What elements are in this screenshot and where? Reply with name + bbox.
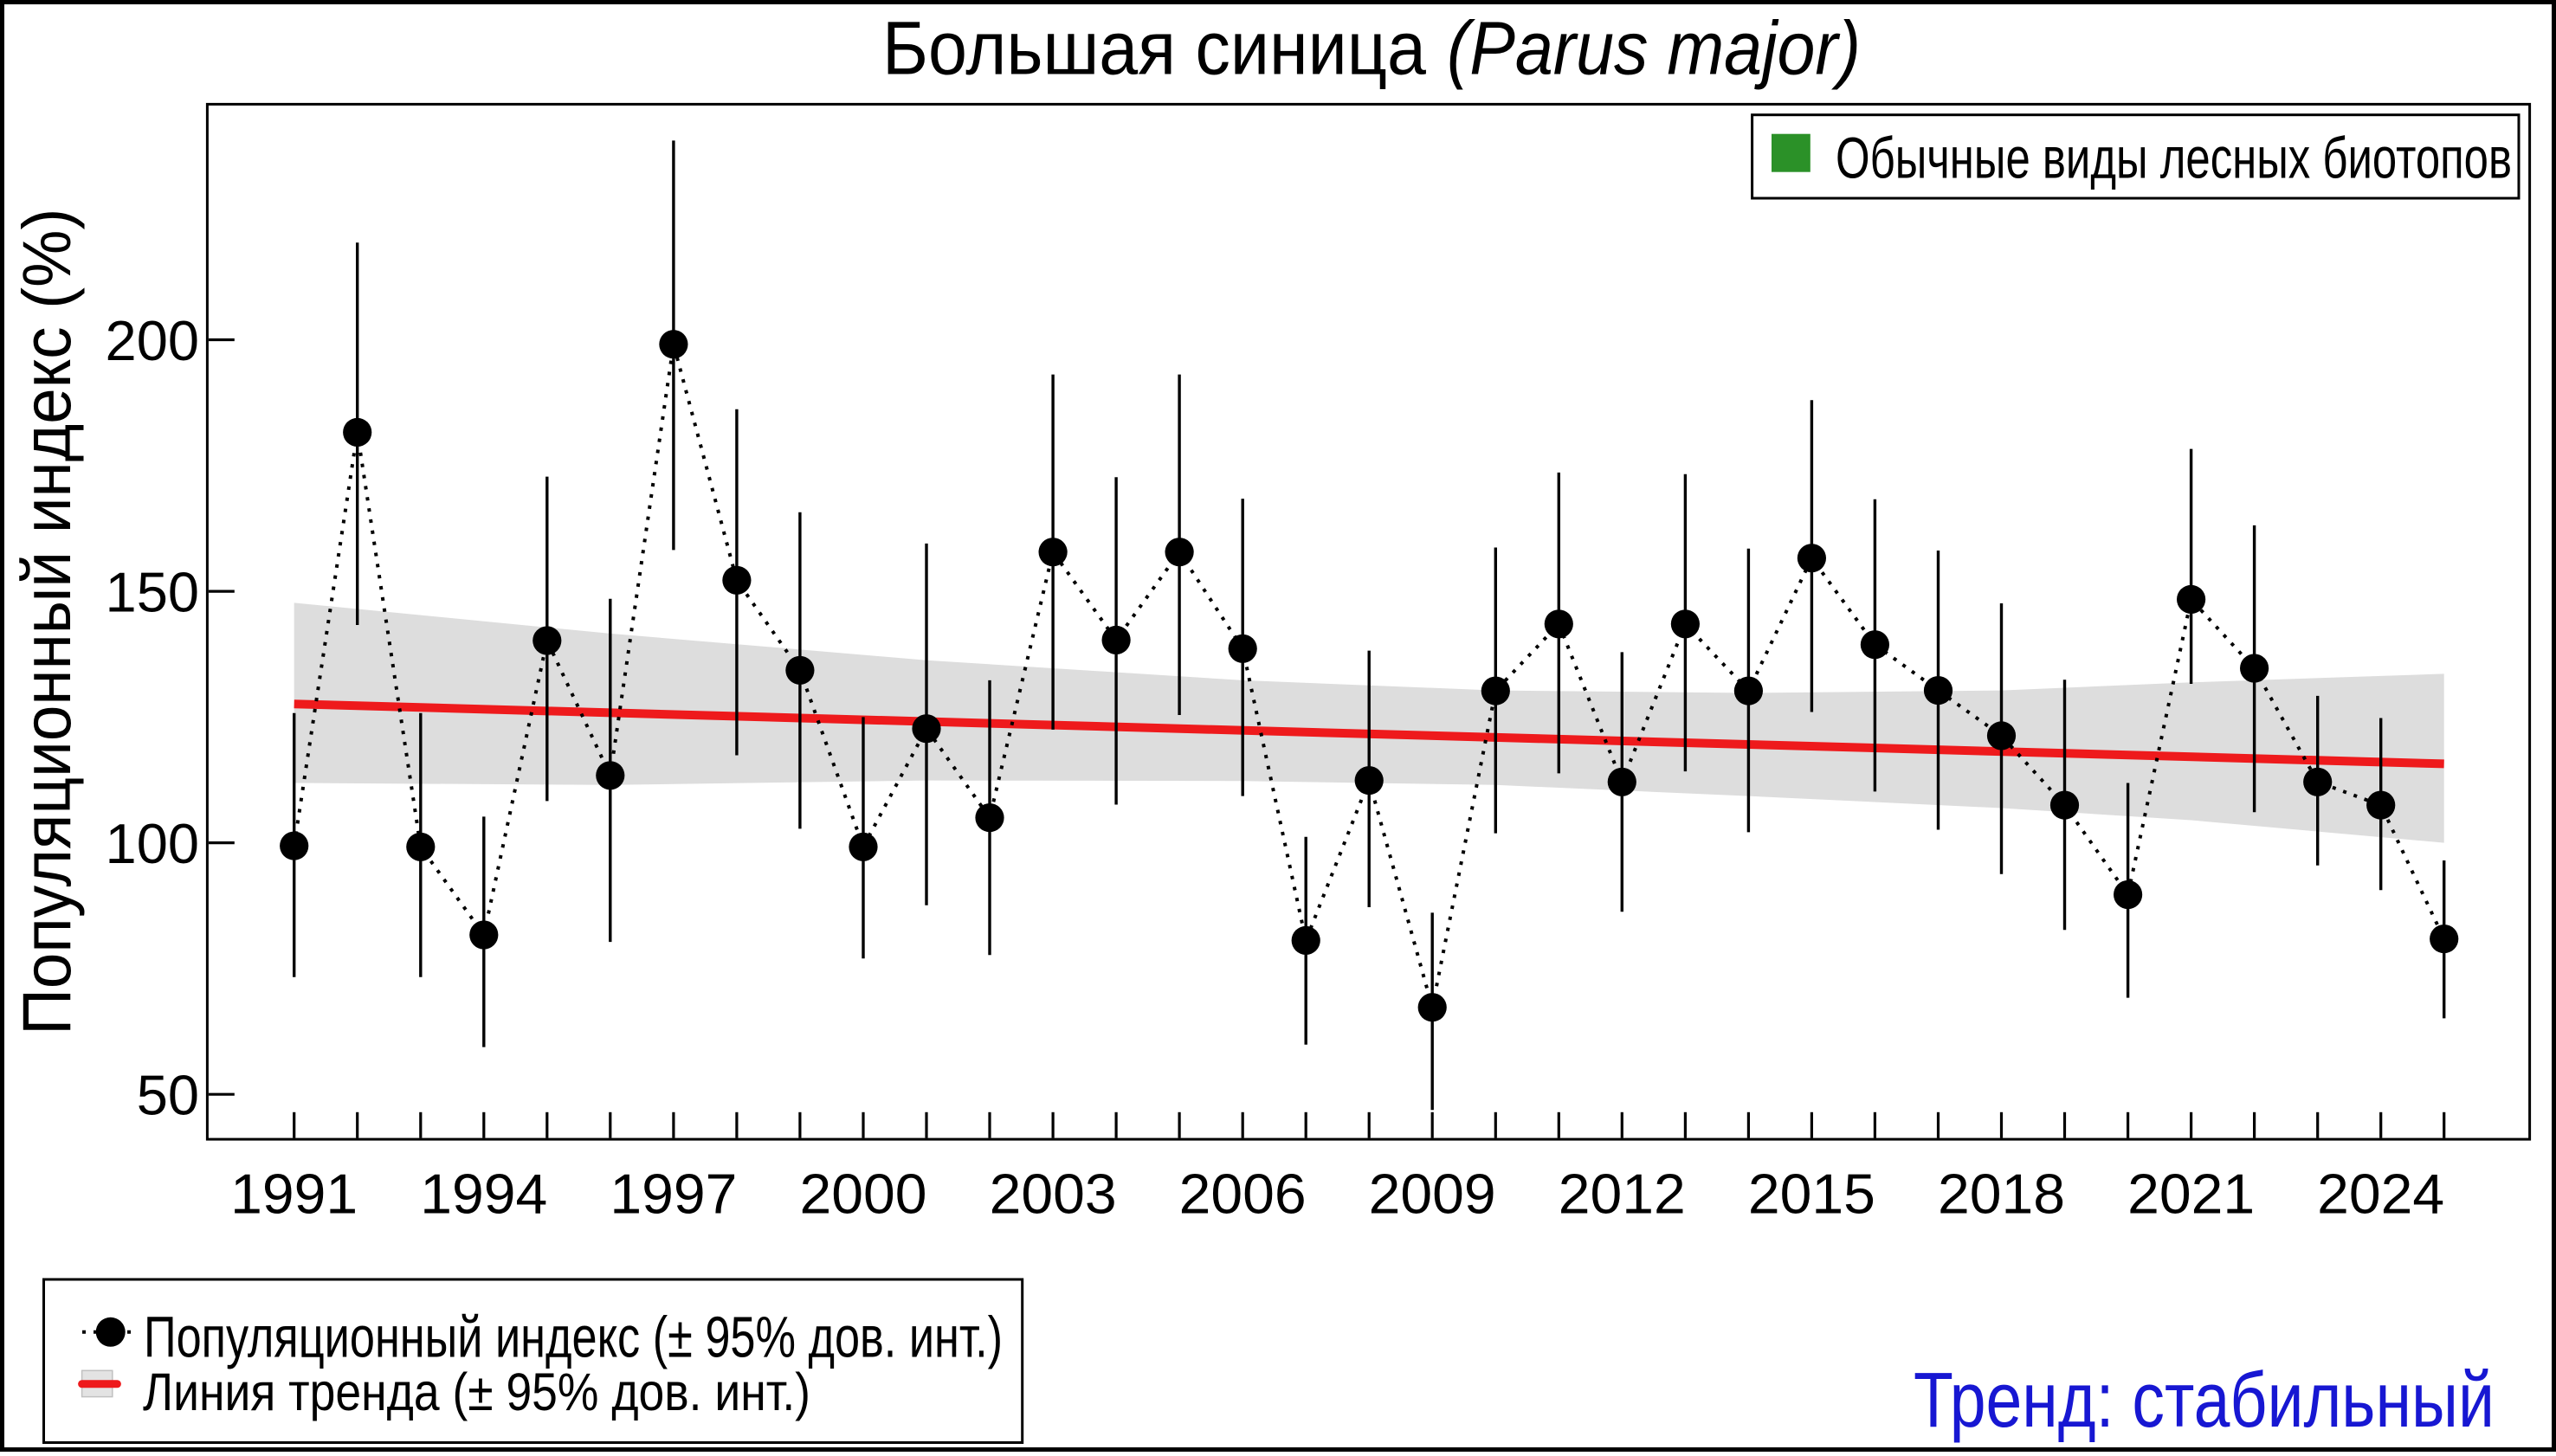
svg-text:2009: 2009 [1369,1163,1496,1226]
svg-text:Популяционный индекс (± 95% до: Популяционный индекс (± 95% дов. инт.) [144,1305,1003,1369]
svg-text:2006: 2006 [1179,1163,1307,1226]
svg-text:100: 100 [106,812,199,875]
svg-text:1994: 1994 [420,1163,547,1226]
svg-text:Большая синица: Большая синица [882,7,1427,91]
svg-text:2024: 2024 [2317,1163,2444,1226]
svg-text:50: 50 [137,1064,199,1127]
svg-text:Популяционный индекс (%): Популяционный индекс (%) [8,209,85,1035]
svg-text:2012: 2012 [1559,1163,1686,1226]
svg-text:2000: 2000 [800,1163,927,1226]
svg-text:Линия тренда (± 95% дов. инт.): Линия тренда (± 95% дов. инт.) [143,1363,810,1421]
svg-text:Тренд: стабильный: Тренд: стабильный [1914,1357,2495,1444]
svg-text:1997: 1997 [610,1163,737,1226]
svg-text:150: 150 [106,561,199,624]
svg-text:200: 200 [106,309,199,372]
svg-text:2003: 2003 [990,1163,1117,1226]
svg-text:2021: 2021 [2127,1163,2255,1226]
svg-text:(Parus major): (Parus major) [1447,7,1861,91]
svg-text:2015: 2015 [1748,1163,1875,1226]
svg-text:2018: 2018 [1938,1163,2065,1226]
svg-text:1991: 1991 [230,1163,358,1226]
svg-text:Обычные виды лесных биотопов: Обычные виды лесных биотопов [1836,126,2512,191]
